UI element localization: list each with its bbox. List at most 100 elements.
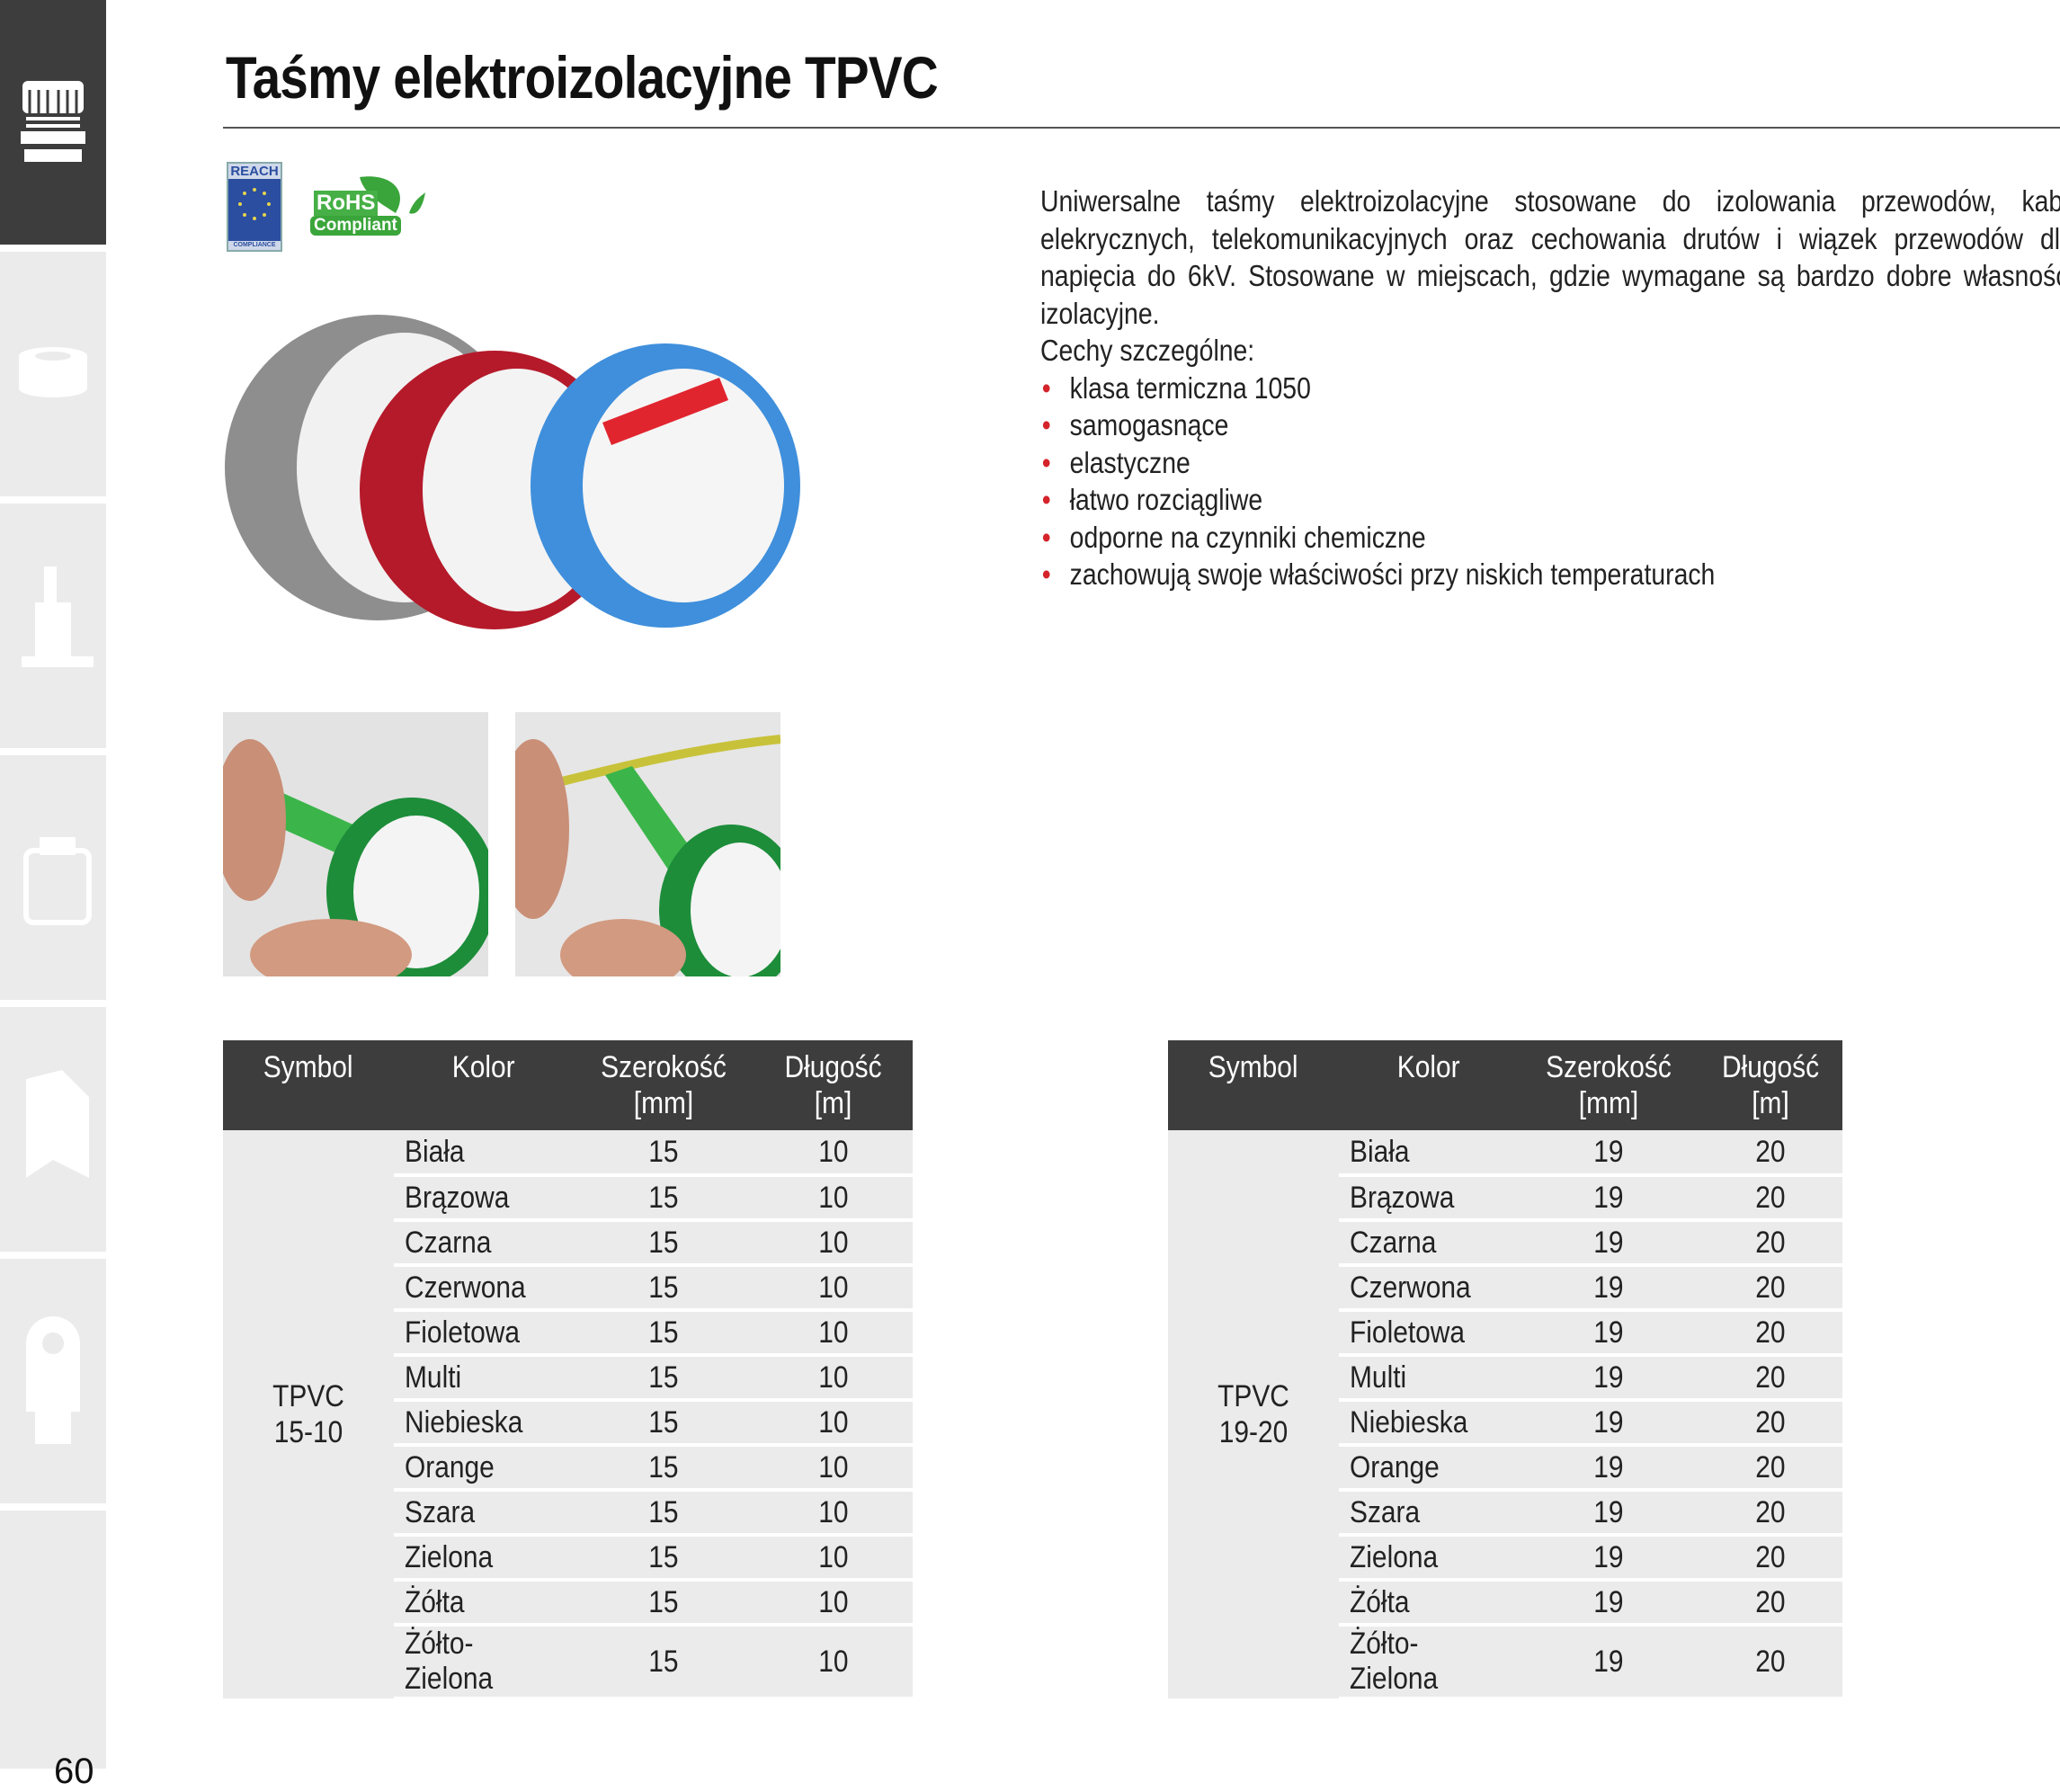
sidebar-tab-tools[interactable] bbox=[0, 504, 106, 748]
width-cell: 19 bbox=[1519, 1220, 1699, 1267]
table-row: Czarna 19 20 bbox=[1168, 1220, 1842, 1267]
table-row: Niebieska 19 20 bbox=[1168, 1400, 1842, 1447]
column-header: Symbol bbox=[1168, 1040, 1339, 1130]
leaf-icon bbox=[360, 176, 425, 214]
cable-lug-icon bbox=[26, 1316, 80, 1444]
features-heading: Cechy szczególne: bbox=[1040, 334, 1255, 367]
length-cell: 20 bbox=[1699, 1490, 1842, 1537]
title-divider bbox=[223, 127, 2060, 129]
table-row: Fioletowa 15 10 bbox=[223, 1310, 913, 1357]
width-cell: 19 bbox=[1519, 1625, 1699, 1700]
column-header: Długość [m] bbox=[1699, 1040, 1842, 1130]
table-row: Fioletowa 19 20 bbox=[1168, 1310, 1842, 1357]
page-title: Taśmy elektroizolacyjne TPVC bbox=[226, 44, 939, 111]
length-cell: 10 bbox=[754, 1355, 913, 1402]
table-header-row: Symbol Kolor Szerokość [mm] Długość [m] bbox=[1168, 1040, 1842, 1130]
eu-stars-icon bbox=[238, 188, 271, 220]
feature-item: zachowują swoje właściwości przy niskich… bbox=[1040, 556, 2060, 593]
table-row: Żółta 15 10 bbox=[223, 1580, 913, 1627]
width-cell: 15 bbox=[574, 1220, 754, 1267]
color-cell: Szara bbox=[394, 1490, 574, 1537]
table-row: Orange 19 20 bbox=[1168, 1445, 1842, 1492]
sidebar-tab-lugs[interactable] bbox=[0, 1259, 106, 1503]
feature-item: elastyczne bbox=[1040, 444, 2060, 482]
table-row: Szara 19 20 bbox=[1168, 1490, 1842, 1537]
table-row: Żółta 19 20 bbox=[1168, 1580, 1842, 1627]
width-cell: 15 bbox=[574, 1580, 754, 1627]
color-cell: Żółta bbox=[1339, 1580, 1519, 1627]
color-cell: Zielona bbox=[394, 1535, 574, 1582]
feature-item: łatwo rozciągliwe bbox=[1040, 481, 2060, 519]
color-cell: Czarna bbox=[394, 1220, 574, 1267]
application-photo-1 bbox=[223, 712, 488, 976]
sidebar-tab-tapes[interactable] bbox=[0, 252, 106, 496]
color-cell: Orange bbox=[1339, 1445, 1519, 1492]
table-row: Niebieska 15 10 bbox=[223, 1400, 913, 1447]
table-row: Multi 15 10 bbox=[223, 1355, 913, 1402]
length-cell: 10 bbox=[754, 1175, 913, 1222]
width-cell: 19 bbox=[1519, 1445, 1699, 1492]
color-cell: Biała bbox=[394, 1130, 574, 1177]
length-cell: 20 bbox=[1699, 1220, 1842, 1267]
color-cell: Brązowa bbox=[394, 1175, 574, 1222]
length-cell: 10 bbox=[754, 1535, 913, 1582]
terminal-block-icon bbox=[26, 1070, 89, 1178]
description-paragraph: Uniwersalne taśmy elektroizolacyjne stos… bbox=[1040, 184, 2060, 330]
width-cell: 19 bbox=[1519, 1535, 1699, 1582]
width-cell: 15 bbox=[574, 1490, 754, 1537]
sidebar-tab-cutters[interactable] bbox=[0, 755, 106, 1000]
table-row: TPVC 15-10 Biała 15 10 bbox=[223, 1130, 913, 1698]
color-cell: Niebieska bbox=[1339, 1400, 1519, 1447]
table-row: Czerwona 19 20 bbox=[1168, 1265, 1842, 1312]
table-header-row: Symbol Kolor Szerokość [mm] Długość [m] bbox=[223, 1040, 913, 1130]
reach-label: REACH bbox=[228, 164, 281, 179]
width-cell: 19 bbox=[1519, 1130, 1699, 1177]
length-cell: 20 bbox=[1699, 1265, 1842, 1312]
width-cell: 15 bbox=[574, 1535, 754, 1582]
symbol-cell: TPVC 15-10 bbox=[223, 1130, 394, 1698]
spec-table-tpvc-19-20: Symbol Kolor Szerokość [mm] Długość [m] TPVC… bbox=[1168, 1040, 1842, 1700]
width-cell: 15 bbox=[574, 1445, 754, 1492]
color-cell: Żółto-Zielona bbox=[394, 1625, 574, 1700]
table-row: Zielona 15 10 bbox=[223, 1535, 913, 1582]
length-cell: 10 bbox=[754, 1445, 913, 1492]
feature-item: klasa termiczna 1050 bbox=[1040, 370, 2060, 407]
length-cell: 20 bbox=[1699, 1310, 1842, 1357]
table-row: Czerwona 15 10 bbox=[223, 1265, 913, 1312]
length-cell: 20 bbox=[1699, 1355, 1842, 1402]
length-cell: 10 bbox=[754, 1130, 913, 1177]
table-row: Żółto-Zielona 15 10 bbox=[223, 1625, 913, 1700]
width-cell: 19 bbox=[1519, 1175, 1699, 1222]
width-cell: 15 bbox=[574, 1355, 754, 1402]
rohs-sublabel: Compliant bbox=[310, 216, 401, 236]
color-cell: Fioletowa bbox=[1339, 1310, 1519, 1357]
sidebar-tab-cable-glands[interactable] bbox=[0, 0, 106, 245]
page-number: 60 bbox=[54, 1752, 94, 1791]
table-row: Brązowa 15 10 bbox=[223, 1175, 913, 1222]
crimping-tool-icon bbox=[22, 566, 94, 667]
color-cell: Zielona bbox=[1339, 1535, 1519, 1582]
width-cell: 15 bbox=[574, 1130, 754, 1177]
width-cell: 15 bbox=[574, 1175, 754, 1222]
rohs-label: RoHS bbox=[314, 191, 379, 216]
product-description: Uniwersalne taśmy elektroizolacyjne stos… bbox=[1040, 183, 2060, 593]
table-row: Orange 15 10 bbox=[223, 1445, 913, 1492]
length-cell: 10 bbox=[754, 1625, 913, 1700]
symbol-cell: TPVC 19-20 bbox=[1168, 1130, 1339, 1698]
color-cell: Czarna bbox=[1339, 1220, 1519, 1267]
tape-roll-icon bbox=[19, 347, 87, 397]
rohs-logo: RoHS Compliant bbox=[310, 173, 427, 240]
width-cell: 15 bbox=[574, 1625, 754, 1700]
sidebar-tab-terminals[interactable] bbox=[0, 1007, 106, 1252]
table-row: Brązowa 19 20 bbox=[1168, 1175, 1842, 1222]
length-cell: 10 bbox=[754, 1400, 913, 1447]
width-cell: 19 bbox=[1519, 1355, 1699, 1402]
length-cell: 10 bbox=[754, 1490, 913, 1537]
width-cell: 19 bbox=[1519, 1310, 1699, 1357]
width-cell: 15 bbox=[574, 1310, 754, 1357]
color-cell: Brązowa bbox=[1339, 1175, 1519, 1222]
sidebar-tab-blank bbox=[0, 1511, 106, 1769]
color-cell: Niebieska bbox=[394, 1400, 574, 1447]
features-list: klasa termiczna 1050 samogasnące elastyc… bbox=[1040, 370, 2060, 593]
width-cell: 15 bbox=[574, 1400, 754, 1447]
